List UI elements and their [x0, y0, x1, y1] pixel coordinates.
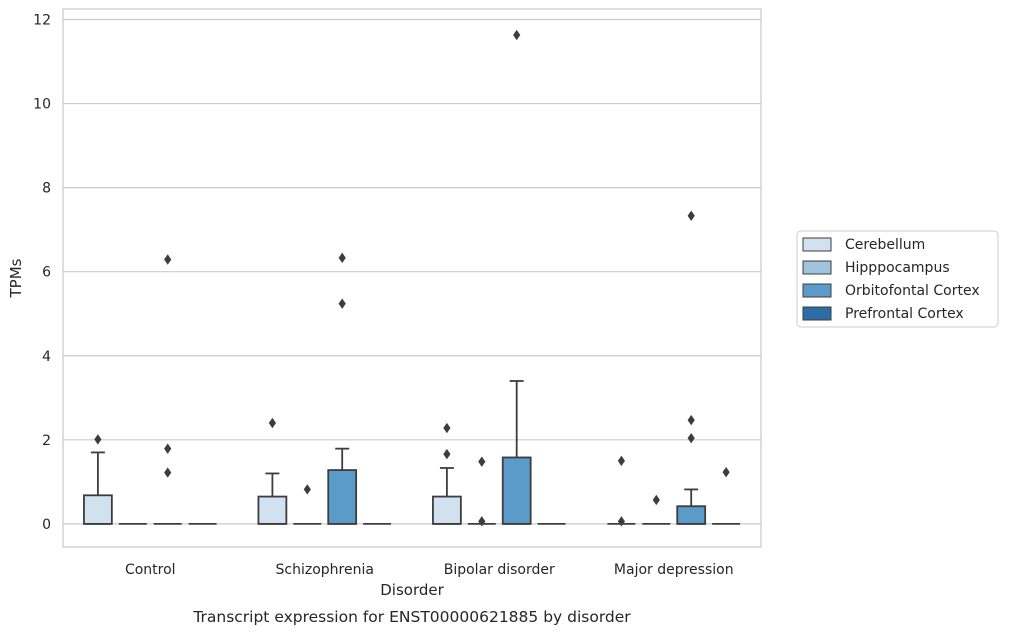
plot-frame	[62, 8, 762, 548]
outlier-point	[94, 434, 102, 445]
outlier-point	[687, 432, 695, 444]
legend-swatch	[802, 306, 832, 321]
box-1-1	[293, 484, 322, 525]
outlier-point	[338, 252, 346, 264]
outlier-point	[722, 466, 730, 478]
x-tick-labels: Control Schizophrenia Bipolar disorder Majo…	[125, 562, 734, 578]
outlier-point	[478, 516, 486, 527]
chart-caption: Transcript expression for ENST0000062188…	[192, 608, 631, 626]
box-body	[501, 456, 532, 525]
y-tick-label: 10	[33, 97, 51, 113]
box-0-1	[257, 417, 288, 525]
box-3-3	[712, 466, 741, 525]
outlier-point	[268, 417, 276, 429]
outlier-point	[687, 210, 695, 221]
outlier-point	[443, 422, 451, 434]
grid-lines	[63, 18, 761, 525]
outlier-point	[513, 29, 521, 41]
legend-label: Orbitofontal Cortex	[845, 283, 980, 299]
y-tick-label: 4	[42, 349, 51, 365]
box-body	[257, 495, 288, 525]
legend-frame	[796, 230, 999, 328]
box-1-3	[642, 494, 671, 525]
x-tick-label: Schizophrenia	[276, 562, 374, 578]
y-tick-label: 2	[42, 433, 51, 449]
legend-label: Prefrontal Cortex	[845, 306, 964, 322]
y-tick-label: 6	[42, 265, 51, 281]
y-tick-label: 8	[42, 181, 51, 197]
y-tick-labels: 0 2 4 6 8 10 12	[33, 13, 51, 533]
x-tick-label: Bipolar disorder	[444, 562, 555, 578]
box-body	[676, 505, 707, 525]
box-0-3	[607, 455, 636, 527]
x-tick-label: Major depression	[614, 562, 734, 578]
box-2-0	[153, 254, 182, 525]
outlier-point	[617, 455, 625, 467]
outlier-point	[443, 448, 451, 460]
x-axis-label: Disorder	[380, 581, 444, 599]
legend-swatch	[802, 283, 832, 298]
box-2-2	[501, 29, 532, 525]
box-1-2	[467, 456, 496, 527]
outlier-point	[652, 494, 660, 506]
x-tick-label: Control	[125, 562, 176, 578]
box-2-3	[676, 210, 707, 525]
box-body	[83, 494, 113, 525]
outlier-point	[303, 484, 311, 495]
outlier-point	[617, 516, 625, 527]
outlier-point	[687, 414, 695, 426]
box-plots	[83, 29, 741, 527]
box-body	[327, 469, 358, 525]
y-axis-label: TPMs	[7, 258, 25, 298]
legend: Cerebellum Hipppocampus Orbitofontal Corte…	[796, 230, 999, 328]
outlier-point	[164, 254, 172, 265]
y-tick-label: 0	[42, 517, 51, 533]
outlier-point	[338, 298, 346, 309]
box-0-2	[432, 422, 462, 525]
legend-swatch	[802, 237, 832, 252]
y-tick-label: 12	[33, 13, 51, 29]
outlier-point	[164, 467, 172, 478]
box-2-1	[327, 252, 358, 525]
legend-label: Cerebellum	[845, 237, 925, 253]
outlier-point	[478, 456, 486, 467]
box-body	[432, 495, 462, 525]
legend-swatch	[802, 260, 832, 275]
outlier-point	[164, 443, 172, 454]
legend-label: Hipppocampus	[845, 260, 950, 276]
box-0-0	[83, 434, 113, 525]
